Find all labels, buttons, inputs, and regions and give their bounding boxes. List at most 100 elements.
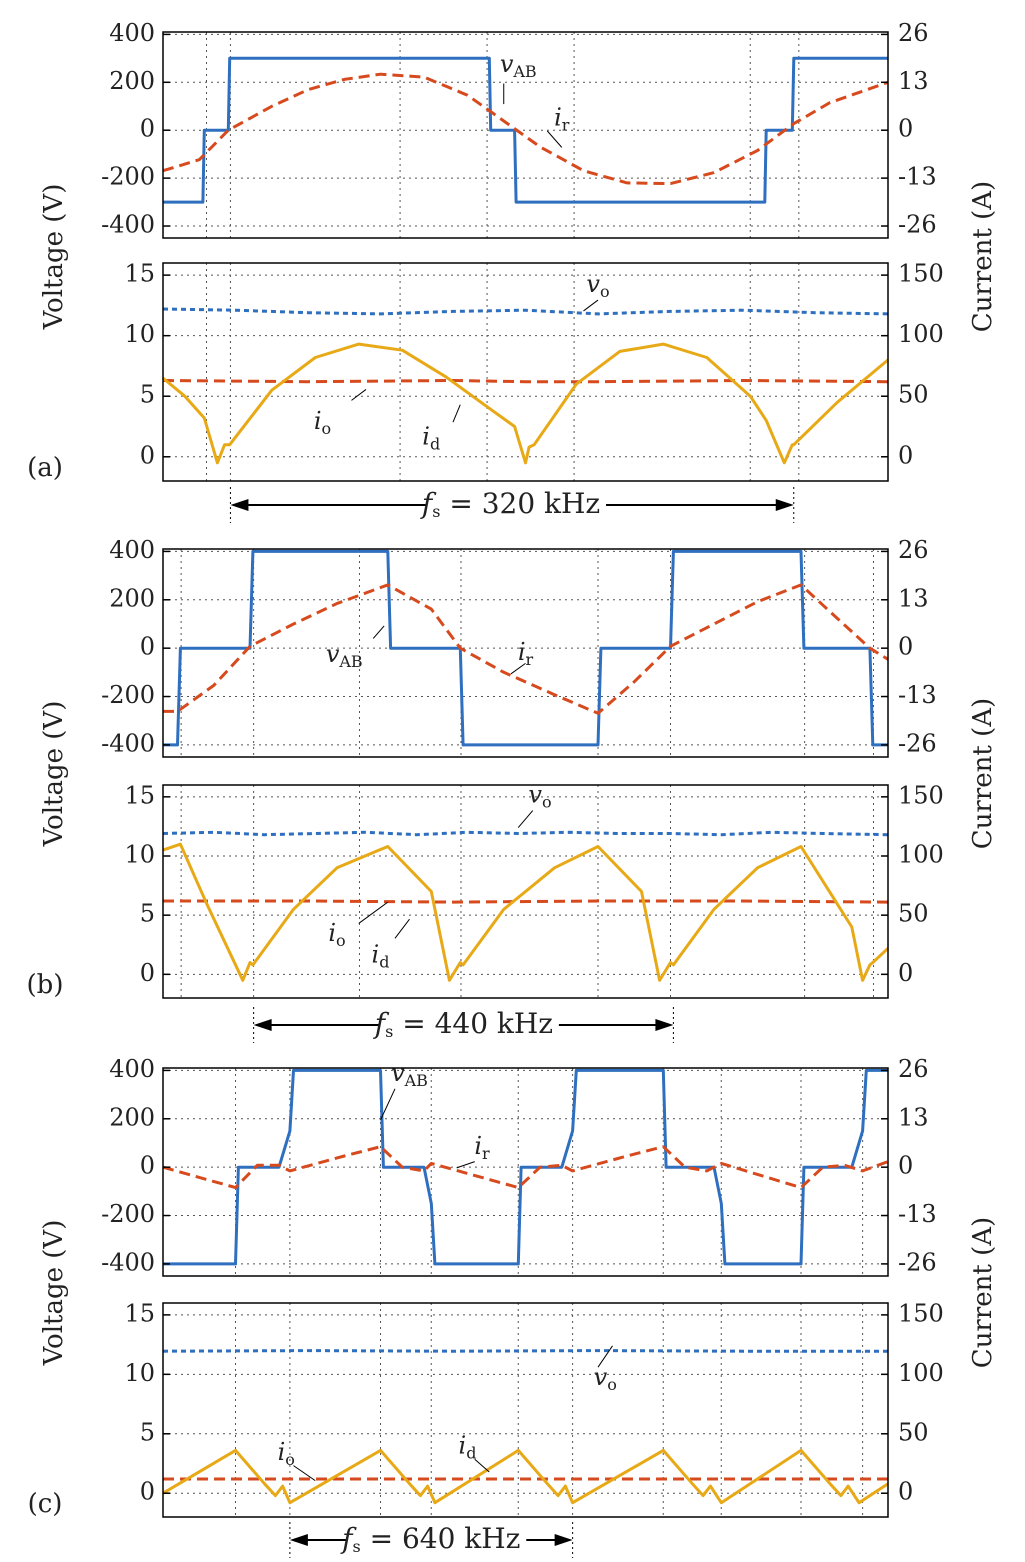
plot-frame xyxy=(162,262,889,482)
y-axis-title-right: Current (A) xyxy=(968,181,998,332)
series-annotation: ir xyxy=(518,638,534,669)
annotation-subscript: o xyxy=(607,1374,617,1393)
y-tick-label-right: 50 xyxy=(898,1418,929,1446)
y-tick-label-right: 13 xyxy=(898,67,929,95)
y-tick-label-right: 0 xyxy=(898,959,913,987)
annotation-leader xyxy=(517,810,534,828)
y-tick-label-right: 26 xyxy=(898,1055,929,1083)
y-tick-label-right: -26 xyxy=(898,729,937,757)
series-annotation: io xyxy=(278,1437,295,1468)
y-tick-label-left: -200 xyxy=(101,1200,155,1228)
annotation-leader xyxy=(372,625,385,639)
annotation-leader xyxy=(351,389,367,401)
y-tick-label-right: 50 xyxy=(898,900,929,928)
y-tick-label-right: 150 xyxy=(898,1299,944,1327)
series-v-o xyxy=(162,830,889,837)
y-tick-label-left: -400 xyxy=(101,211,155,239)
fs-arrowhead-right xyxy=(775,499,794,511)
series-v-ab xyxy=(163,56,888,204)
fs-value: 320 kHz xyxy=(482,487,600,520)
y-tick-label-left: 15 xyxy=(124,781,155,809)
annotation-leader xyxy=(597,1345,613,1368)
y-axis-title-right: Current (A) xyxy=(968,698,998,849)
annotation-subscript: d xyxy=(466,1443,476,1462)
annotation-symbol: i xyxy=(422,422,430,450)
annotation-subscript: d xyxy=(379,952,389,971)
annotation-symbol: i xyxy=(554,103,562,131)
series-i-r xyxy=(163,583,889,715)
y-tick-label-right: 100 xyxy=(898,1359,944,1387)
series-i-r xyxy=(162,1145,889,1190)
y-tick-label-left: 200 xyxy=(109,67,155,95)
series-annotation: vo xyxy=(528,780,551,811)
y-tick-label-left: -400 xyxy=(101,1248,155,1276)
plot-frame xyxy=(162,1067,889,1277)
annotation-subscript: r xyxy=(562,115,570,134)
annotation-leader xyxy=(394,918,410,939)
y-tick-label-right: 0 xyxy=(898,633,913,661)
y-tick-label-left: 15 xyxy=(124,260,155,288)
y-tick-label-right: 0 xyxy=(898,1152,913,1180)
annotation-subscript: AB xyxy=(512,61,536,80)
y-tick-label-left: 0 xyxy=(140,1152,155,1180)
annotation-leader xyxy=(456,1161,475,1169)
annotation-leader xyxy=(546,130,563,148)
y-tick-label-left: 10 xyxy=(124,841,155,869)
annotation-subscript: o xyxy=(322,419,332,438)
series-i-d xyxy=(162,342,889,465)
y-tick-label-right: 13 xyxy=(898,1103,929,1131)
series-i-d xyxy=(162,842,890,982)
annotation-symbol: i xyxy=(328,919,336,947)
series-v-ab xyxy=(163,1068,888,1266)
annotation-symbol: i xyxy=(278,1437,286,1465)
fs-arrowhead-right xyxy=(554,1534,573,1546)
y-tick-label-right: -26 xyxy=(898,1248,937,1276)
annotation-symbol: i xyxy=(474,1132,482,1160)
annotation-leader xyxy=(510,662,526,675)
panel-label: (c) xyxy=(28,1489,63,1519)
y-tick-label-left: -200 xyxy=(101,681,155,709)
annotation-symbol: i xyxy=(518,638,526,666)
y-tick-label-left: 15 xyxy=(124,1299,155,1327)
y-tick-label-right: -13 xyxy=(898,1200,937,1228)
plot-frame xyxy=(162,31,889,239)
series-annotation: id xyxy=(422,422,440,453)
y-axis-title-left: Voltage (V) xyxy=(39,701,69,848)
series-i-d xyxy=(162,1448,889,1505)
annotation-leader xyxy=(452,404,461,423)
y-tick-label-right: 50 xyxy=(898,381,929,409)
annotation-leader xyxy=(583,299,599,312)
y-tick-label-right: 26 xyxy=(898,19,929,47)
y-tick-label-left: 400 xyxy=(109,536,155,564)
annotation-symbol: v xyxy=(586,269,600,297)
y-tick-label-left: 5 xyxy=(140,381,155,409)
fs-arrowhead-right xyxy=(655,1019,674,1031)
y-axis-title-left: Voltage (V) xyxy=(39,184,69,331)
y-tick-label-right: 13 xyxy=(898,584,929,612)
fs-value: 640 kHz xyxy=(402,1522,520,1555)
series-annotation: ir xyxy=(474,1132,490,1163)
annotation-subscript: d xyxy=(430,434,440,453)
fs-arrowhead-left xyxy=(230,499,249,511)
y-axis-title-left: Voltage (V) xyxy=(39,1220,69,1367)
series-i-o xyxy=(163,899,889,904)
series-annotation: vAB xyxy=(391,1059,428,1090)
y-tick-label-left: -400 xyxy=(101,729,155,757)
fs-arrowhead-left xyxy=(253,1019,272,1031)
fs-value: 440 kHz xyxy=(435,1007,553,1040)
annotation-leader xyxy=(358,901,389,924)
annotation-subscript: o xyxy=(542,792,552,811)
annotation-symbol: v xyxy=(594,1362,608,1390)
annotation-subscript: o xyxy=(285,1449,295,1468)
y-tick-label-left: 10 xyxy=(124,320,155,348)
y-tick-label-right: 150 xyxy=(898,260,944,288)
fs-annotation: fs = 640 kHz xyxy=(340,1522,520,1556)
annotation-leader xyxy=(293,1465,316,1482)
y-tick-label-left: 0 xyxy=(140,633,155,661)
y-axis-title-right: Current (A) xyxy=(968,1217,998,1368)
plot-frame xyxy=(162,1302,889,1518)
y-tick-label-left: 400 xyxy=(109,19,155,47)
panel-label: (a) xyxy=(27,453,63,483)
y-tick-label-left: -200 xyxy=(101,163,155,191)
